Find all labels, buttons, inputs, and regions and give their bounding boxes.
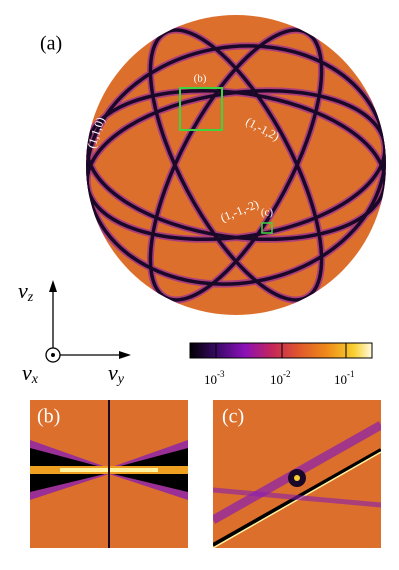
sphere bbox=[86, 15, 386, 315]
colorbar-ticks: 10-3 10-2 10-1 bbox=[204, 343, 355, 387]
axis-label: vx bbox=[22, 360, 39, 387]
panel-label: (b) bbox=[37, 406, 60, 428]
tick-base: 10 bbox=[334, 372, 347, 387]
inset-box bbox=[179, 87, 223, 131]
colorbar-tick-label: 10-1 bbox=[334, 369, 355, 387]
inset-label: (b) bbox=[194, 73, 207, 85]
axis-label: vy bbox=[108, 360, 125, 387]
tick-exponent: -1 bbox=[347, 369, 355, 379]
tick-base: 10 bbox=[204, 372, 217, 387]
axis-dot bbox=[51, 353, 55, 357]
axis-label: vz bbox=[18, 278, 34, 305]
panel-c bbox=[213, 400, 381, 548]
inset-label: (c) bbox=[261, 207, 274, 219]
panel-b bbox=[30, 400, 188, 548]
colorbar-tick-label: 10-2 bbox=[270, 369, 291, 387]
tick-exponent: -2 bbox=[283, 369, 291, 379]
axes bbox=[45, 286, 124, 363]
kikuchi-lines bbox=[86, 26, 386, 304]
panel-label: (c) bbox=[222, 406, 244, 428]
inset-box bbox=[261, 222, 273, 234]
panel-label: (a) bbox=[40, 33, 62, 55]
tick-exponent: -3 bbox=[217, 369, 225, 379]
arrow bbox=[119, 351, 131, 359]
tick-base: 10 bbox=[270, 372, 283, 387]
colorbar bbox=[189, 342, 373, 359]
colorbar-tick-label: 10-3 bbox=[204, 369, 225, 387]
arrow bbox=[49, 280, 57, 292]
